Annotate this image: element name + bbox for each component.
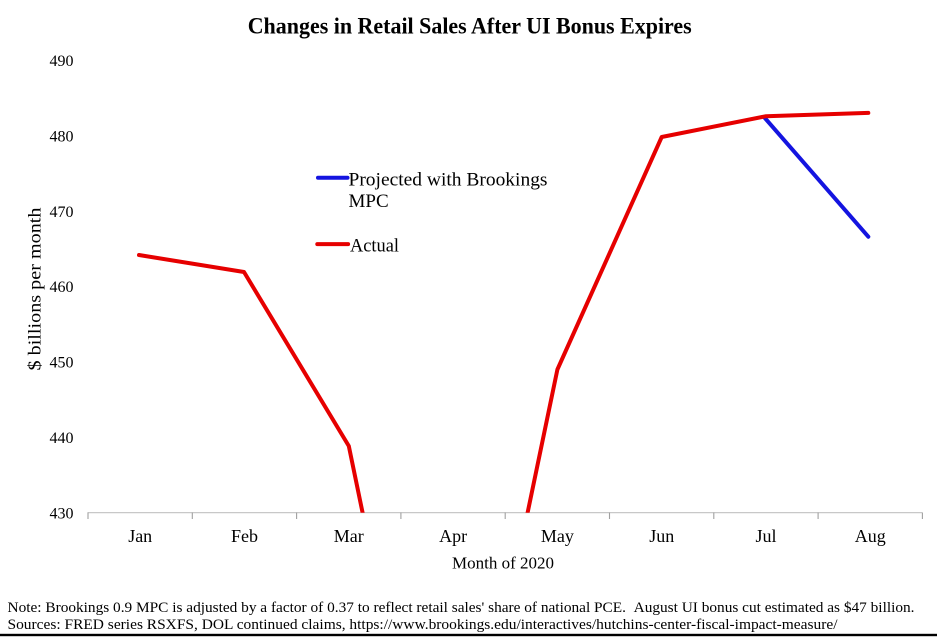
svg-text:430: 430	[50, 506, 74, 523]
svg-text:MPC: MPC	[349, 191, 389, 212]
svg-text:May: May	[541, 526, 574, 546]
svg-text:Jan: Jan	[128, 526, 152, 546]
svg-text:Changes in Retail Sales After: Changes in Retail Sales After UI Bonus E…	[248, 14, 692, 39]
svg-text:490: 490	[50, 53, 74, 70]
svg-text:$ billions per month: $ billions per month	[25, 208, 45, 371]
svg-text:Sources: FRED series RSXFS, DO: Sources: FRED series RSXFS, DOL continue…	[8, 616, 839, 633]
svg-text:450: 450	[50, 355, 74, 372]
svg-text:Note: Brookings 0.9 MPC is adj: Note: Brookings 0.9 MPC is adjusted by a…	[8, 599, 915, 616]
svg-text:Jun: Jun	[649, 526, 674, 546]
svg-text:Jul: Jul	[755, 526, 776, 546]
svg-text:460: 460	[50, 279, 74, 296]
svg-text:Actual: Actual	[350, 236, 399, 257]
svg-text:Mar: Mar	[334, 526, 364, 546]
svg-text:440: 440	[50, 430, 74, 447]
svg-text:Aug: Aug	[855, 526, 886, 546]
svg-text:Month of 2020: Month of 2020	[452, 553, 554, 572]
svg-text:Apr: Apr	[439, 526, 467, 546]
svg-text:Feb: Feb	[231, 526, 258, 546]
svg-text:470: 470	[50, 204, 74, 221]
svg-text:480: 480	[50, 128, 74, 145]
svg-text:Projected with Brookings: Projected with Brookings	[349, 170, 548, 191]
